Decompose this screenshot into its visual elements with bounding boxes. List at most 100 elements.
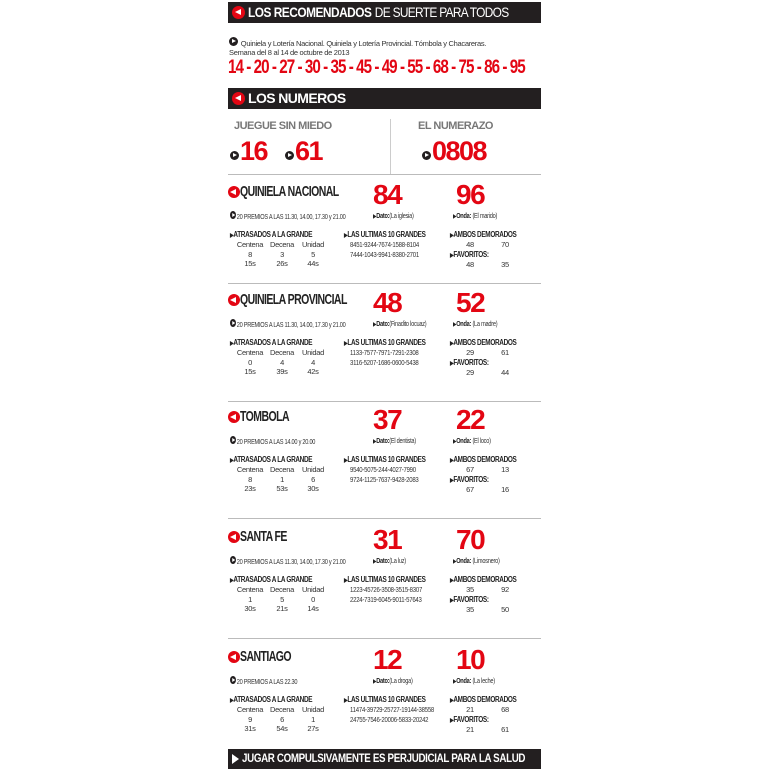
atrasados-table: Centena Decena Unidad 8 1 6 23s 53s 30s — [234, 465, 328, 494]
ultimas-label: LAS ULTIMAS 10 GRANDES — [347, 695, 426, 704]
list-item: 24755-7546-20006-5833-20242 — [350, 714, 429, 724]
cell: 67 — [466, 465, 474, 474]
section-title: QUINIELA PROVINCIAL — [228, 291, 393, 308]
dato: ▶Dato:(El dentista) — [373, 436, 416, 445]
list-item: 8451-9244-7674-1588-8104 — [350, 240, 419, 249]
cell: 44 — [501, 368, 509, 377]
cell: 0 — [311, 594, 315, 604]
favoritos-values: 29 44 — [450, 368, 520, 377]
onda: ▶Onda: (Limosnero) — [453, 556, 500, 565]
col-header: Centena — [236, 705, 264, 714]
lottery-section: TOMBOLA 37 22 20 PREMIOS A LAS 14.00 y 2… — [228, 405, 541, 509]
list-item: 9540-5075-244-4027-7990 — [350, 465, 416, 474]
ultimas-header: ▶LAS ULTIMAS 10 GRANDES — [344, 230, 426, 239]
dato-value: (La luz) — [389, 556, 406, 565]
onda-number: 70 — [456, 524, 486, 555]
ambos-values: 67 13 — [450, 465, 520, 474]
arrow-left-icon — [232, 92, 245, 105]
premios-label: 20 PREMIOS A LAS 11.30, 14.00, 17.30 y 2… — [236, 320, 346, 329]
list-item: 2224-7319-6045-9011-57643 — [350, 594, 422, 604]
atrasados-label: ATRASADOS A LA GRANDE — [233, 575, 313, 584]
recommended-numbers: 14 - 20 - 27 - 30 - 35 - 45 - 49 - 55 - … — [228, 57, 526, 78]
col-header: Centena — [236, 348, 264, 357]
juegue-label: JUEGUE SIN MIEDO — [234, 120, 332, 132]
atrasados-label: ATRASADOS A LA GRANDE — [233, 338, 313, 347]
play-icon — [230, 319, 236, 327]
cell: 4 — [280, 357, 284, 367]
ambos-label: AMBOS DEMORADOS — [453, 455, 517, 464]
col-header: Decena — [269, 240, 295, 249]
col-header: Centena — [236, 240, 264, 249]
dato-label: Dato: — [376, 436, 390, 445]
cell: 70 — [501, 240, 509, 249]
numeros-bar: LOS NUMEROS — [228, 88, 541, 109]
onda-value: (La madre) — [472, 319, 498, 328]
cell: 21 — [466, 705, 474, 714]
cell: 39s — [276, 367, 288, 376]
ambos-label: AMBOS DEMORADOS — [453, 230, 517, 239]
divider — [228, 283, 541, 284]
ambos-label: AMBOS DEMORADOS — [453, 575, 517, 584]
cell: 48 — [466, 240, 474, 249]
cell: 54s — [276, 724, 288, 733]
premios-text: 20 PREMIOS A LAS 22.30 — [230, 676, 298, 686]
onda: ▶Onda: (La madre) — [453, 319, 498, 328]
lottery-section: QUINIELA PROVINCIAL 48 52 20 PREMIOS A L… — [228, 288, 541, 392]
dato-value: (El dentista) — [389, 436, 416, 445]
onda-value: (Limosnero) — [472, 556, 500, 565]
play-icon — [422, 151, 431, 160]
onda-label: Onda: — [456, 676, 472, 685]
ambos-values: 35 92 — [450, 585, 520, 594]
header-bar: LOS RECOMENDADOS DE SUERTE PARA TODOS — [228, 2, 541, 23]
cell: 21 — [466, 725, 474, 734]
favoritos-label: FAVORITOS: — [453, 475, 489, 484]
premios-text: 20 PREMIOS A LAS 11.30, 14.00, 17.30 y 2… — [230, 319, 346, 329]
footer-warning: JUGAR COMPULSIVAMENTE ES PERJUDICIAL PAR… — [228, 749, 541, 769]
ultimas-label: LAS ULTIMAS 10 GRANDES — [347, 230, 426, 239]
section-title: QUINIELA NACIONAL — [228, 183, 381, 200]
ultimas-list: 1223-45726-3508-3515-8307 2224-7319-6045-… — [350, 585, 422, 604]
ambos-label: AMBOS DEMORADOS — [453, 338, 517, 347]
list-item: 7444-1043-9941-8380-2701 — [350, 249, 419, 259]
cell: 68 — [501, 705, 509, 714]
onda-number: 22 — [456, 404, 486, 435]
dato-number: 31 — [373, 524, 403, 555]
atrasados-table: Centena Decena Unidad 0 4 4 15s 39s 42s — [234, 348, 328, 377]
cell: 42s — [307, 367, 319, 376]
cell: 30s — [307, 484, 319, 493]
col-header: Unidad — [302, 585, 324, 594]
atrasados-label: ATRASADOS A LA GRANDE — [233, 695, 313, 704]
play-icon — [230, 151, 239, 160]
onda: ▶Onda: (El marido) — [453, 211, 498, 220]
ultimas-list: 11474-39729-25727-19144-38558 24755-7546-… — [350, 705, 434, 724]
favoritos-header: ▶FAVORITOS: — [450, 475, 489, 484]
onda-value: (La leche) — [472, 676, 495, 685]
onda-value: (El loco) — [472, 436, 491, 445]
col-header: Unidad — [302, 705, 324, 714]
dato-value: (Finadito locuaz) — [389, 319, 427, 328]
section-title-text: SANTIAGO — [240, 648, 292, 665]
dato-label: Dato: — [376, 556, 390, 565]
premios-label: 20 PREMIOS A LAS 22.30 — [236, 677, 298, 686]
atrasados-label: ATRASADOS A LA GRANDE — [233, 230, 313, 239]
section-title-text: QUINIELA NACIONAL — [240, 183, 339, 200]
col-header: Decena — [269, 348, 295, 357]
section-title: SANTIAGO — [228, 648, 313, 665]
dato-number: 84 — [373, 179, 403, 210]
cell: 30s — [244, 604, 256, 613]
cell: 35 — [466, 585, 474, 594]
header-text: LOS RECOMENDADOS DE SUERTE PARA TODOS — [248, 2, 509, 23]
ambos-values: 29 61 — [450, 348, 520, 357]
play-icon — [230, 676, 236, 684]
col-header: Unidad — [302, 348, 324, 357]
dato-value: (La droga) — [389, 676, 413, 685]
ultimas-list: 9540-5075-244-4027-7990 9724-1125-7637-94… — [350, 465, 419, 484]
atrasados-label: ATRASADOS A LA GRANDE — [233, 455, 313, 464]
ambos-label: AMBOS DEMORADOS — [453, 695, 517, 704]
atrasados-header: ▶ATRASADOS A LA GRANDE — [230, 695, 313, 704]
onda-label: Onda: — [456, 556, 472, 565]
col-header: Centena — [236, 585, 264, 594]
arrow-left-icon — [228, 410, 240, 423]
divider — [228, 174, 541, 175]
arrow-left-icon — [228, 530, 240, 543]
